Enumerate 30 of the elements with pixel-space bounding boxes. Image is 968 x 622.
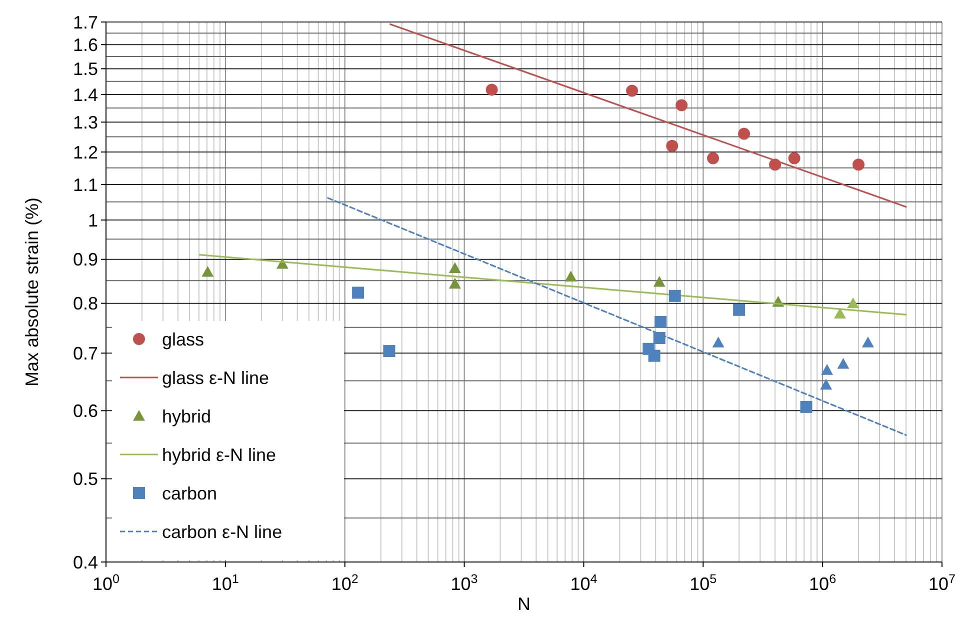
legend-label: carbon ε-N line — [162, 522, 282, 542]
x-tick-label: 10$^{3}$ — [450, 572, 478, 594]
x-tick-label: 10$^{1}$ — [212, 572, 239, 594]
legend-label: glass — [162, 329, 204, 350]
y-tick-label: 0.9 — [72, 250, 98, 270]
y-tick-label: 1.1 — [72, 174, 98, 195]
y-axis-title: Max absolute strain (%) — [22, 197, 42, 387]
y-tick-label: 0.8 — [72, 294, 98, 314]
y-tick-label: 0.4 — [72, 552, 98, 572]
y-tick-label: 1.2 — [72, 142, 98, 162]
y-tick-label: 0.6 — [72, 400, 98, 421]
legend-label: glass ε-N line — [162, 368, 270, 388]
x-tick-label: 10$^{4}$ — [570, 572, 598, 594]
x-tick-label: 10$^{0}$ — [92, 572, 120, 594]
y-tick-label: 1.3 — [72, 112, 98, 132]
y-tick-label: 1.6 — [72, 34, 98, 55]
y-tick-label: 0.5 — [72, 469, 98, 490]
x-tick-label: 10$^{7}$ — [928, 572, 956, 594]
legend-label: carbon — [162, 483, 218, 504]
y-tick-label: 1.5 — [72, 59, 98, 80]
x-tick-label: 10$^{5}$ — [690, 572, 717, 594]
x-tick-label: 10$^{6}$ — [809, 572, 836, 594]
y-tick-label: 1 — [88, 210, 98, 230]
legend-label: hybrid ε-N line — [162, 444, 276, 465]
y-tick-label: 1.4 — [72, 84, 98, 105]
x-axis-title: N — [518, 594, 530, 614]
x-tick-label: 10$^{2}$ — [331, 572, 358, 594]
y-tick-label: 0.7 — [72, 343, 98, 364]
legend-label: hybrid — [162, 406, 212, 426]
y-tick-label: 1.7 — [72, 12, 98, 32]
